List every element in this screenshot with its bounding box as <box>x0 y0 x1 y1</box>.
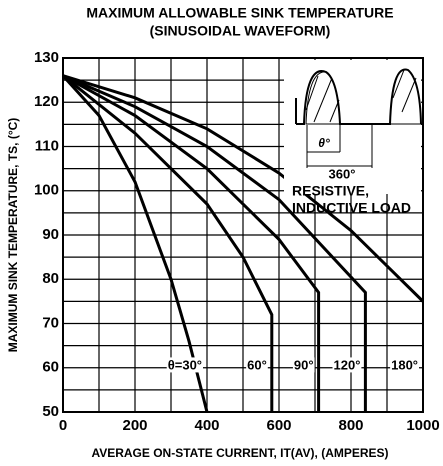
series-label-background <box>292 357 315 373</box>
y-tick-label: 100 <box>34 182 59 199</box>
hatch <box>392 69 405 99</box>
x-tick-label: 800 <box>338 417 363 434</box>
hatch <box>313 77 333 123</box>
plot-frame <box>62 57 424 413</box>
series-label-background <box>332 357 362 373</box>
series-label: 90° <box>294 357 314 372</box>
x-tick-label: 400 <box>194 417 219 434</box>
theta-label: θ° <box>318 136 330 150</box>
waveform-hatch-outline <box>305 68 422 125</box>
y-tick-label: 110 <box>35 137 59 154</box>
series-label-background <box>390 357 419 373</box>
x-tick-label: 200 <box>122 417 147 434</box>
hatch <box>329 99 340 123</box>
curve <box>62 74 274 412</box>
curve <box>61 74 209 413</box>
y-tick-label: 80 <box>42 270 59 287</box>
x-tick-label: 600 <box>266 417 291 434</box>
series-label: θ=30° <box>168 357 202 372</box>
series-label-background <box>246 357 268 373</box>
series-label: 180° <box>391 357 418 372</box>
load-label: INDUCTIVE LOAD <box>292 200 411 216</box>
inset: θ° 360° RESISTIVE, INDUCTIVE LOAD <box>284 60 422 216</box>
curve <box>62 74 367 412</box>
series-label: 60° <box>247 357 267 372</box>
hatch <box>305 75 319 111</box>
y-tick-label: 50 <box>42 403 59 420</box>
x-axis-label: AVERAGE ON-STATE CURRENT, IT(AV), (AMPER… <box>91 446 388 460</box>
curve <box>62 74 425 303</box>
load-label: RESISTIVE, <box>292 183 369 199</box>
series-label-background <box>166 357 203 373</box>
chart-subtitle: (SINUSOIDAL WAVEFORM) <box>150 23 331 39</box>
curve <box>62 74 321 412</box>
period-label: 360° <box>329 166 356 181</box>
y-tick-label: 70 <box>42 314 59 331</box>
x-tick-label: 1000 <box>406 417 439 434</box>
y-tick-label: 60 <box>42 359 59 376</box>
y-tick-label: 120 <box>34 93 59 110</box>
x-tick-label: 0 <box>59 417 67 434</box>
hatch <box>401 77 417 113</box>
y-axis-label: MAXIMUM SINK TEMPERATURE, TS, (°C) <box>6 118 20 353</box>
series-label: 120° <box>334 357 361 372</box>
y-tick-label: 130 <box>34 49 59 66</box>
chart-title: MAXIMUM ALLOWABLE SINK TEMPERATURE <box>86 5 393 21</box>
y-tick-label: 90 <box>42 226 59 243</box>
curves <box>61 74 425 413</box>
